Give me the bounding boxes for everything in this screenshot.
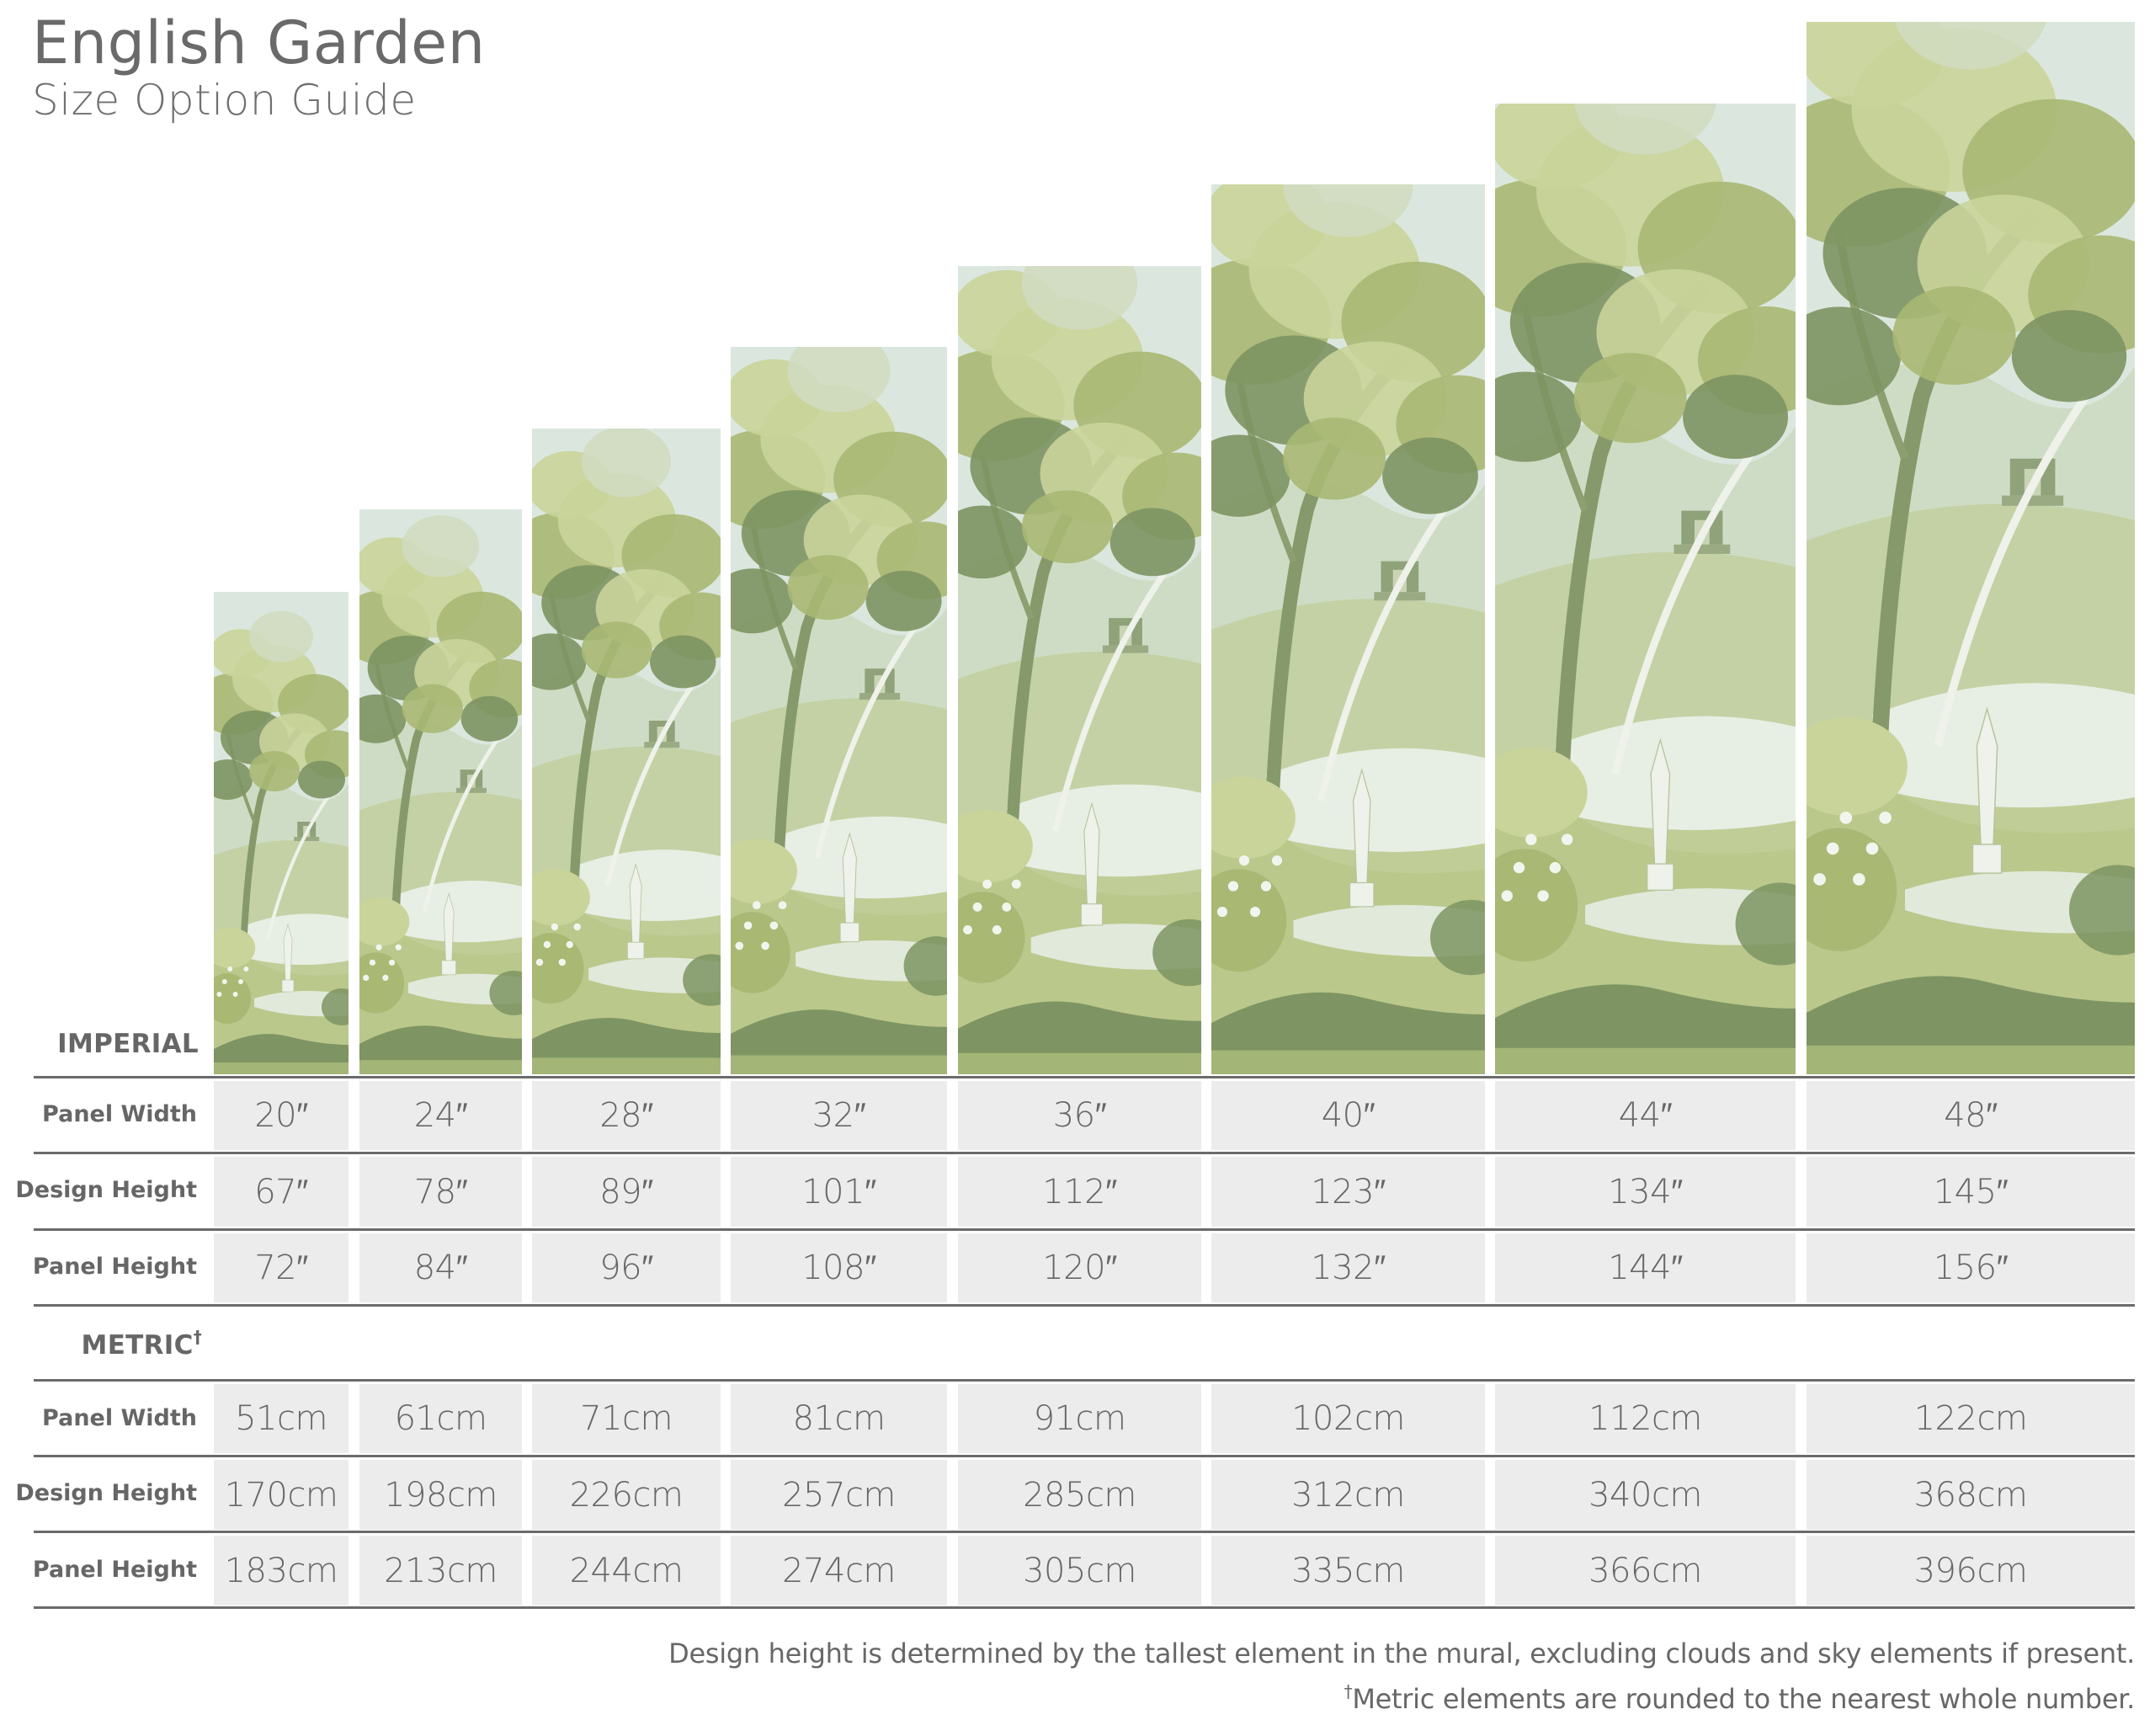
table-rule [34, 1606, 2135, 1609]
imperial-panel-height-cell: 132″ [1211, 1233, 1485, 1302]
imperial-panel-height-cell: 72″ [214, 1233, 349, 1302]
row-label-design-height: Design Height [15, 1480, 197, 1506]
page-subtitle: Size Option Guide [32, 76, 417, 125]
mural-panel-4 [731, 347, 947, 1074]
dagger-mark: † [193, 1327, 202, 1347]
imperial-panel-width-cell: 28″ [532, 1081, 721, 1150]
imperial-section-label: IMPERIAL [57, 1029, 199, 1059]
metric-panel-height-cell: 274cm [731, 1536, 947, 1606]
table-rule [34, 1304, 2135, 1307]
imperial-panel-width-cell: 48″ [1806, 1081, 2135, 1150]
imperial-panel-height-cell: 120″ [958, 1233, 1201, 1302]
table-rule [34, 1531, 2135, 1533]
metric-panel-height-cell: 305cm [958, 1536, 1201, 1606]
imperial-design-height-cell: 145″ [1806, 1157, 2135, 1227]
imperial-design-height-cell: 134″ [1495, 1157, 1796, 1227]
dagger-mark: † [1344, 1681, 1353, 1701]
metric-panel-width-cell: 61cm [359, 1384, 522, 1453]
garden-mural-illustration [1806, 22, 2135, 1074]
metric-panel-height-cell: 244cm [532, 1536, 721, 1606]
metric-panel-height-cell: 366cm [1495, 1536, 1796, 1606]
metric-panel-height-cell: 396cm [1806, 1536, 2135, 1606]
table-rule [34, 1379, 2135, 1382]
row-label-design-height: Design Height [15, 1177, 197, 1203]
imperial-design-height-cell: 123″ [1211, 1157, 1485, 1227]
row-label-panel-height: Panel Height [32, 1557, 197, 1583]
imperial-design-height-cell: 89″ [532, 1157, 721, 1227]
page-title: English Garden [32, 8, 486, 77]
garden-mural-illustration [359, 515, 522, 1074]
footnote-design-height: Design height is determined by the talle… [668, 1637, 2135, 1669]
garden-mural-illustration [532, 429, 721, 1074]
imperial-label-text: IMPERIAL [57, 1029, 199, 1059]
mural-panel-1 [214, 592, 349, 1074]
metric-panel-width-cell: 91cm [958, 1384, 1201, 1453]
garden-mural-illustration [1211, 184, 1485, 1074]
imperial-design-height-cell: 78″ [359, 1157, 522, 1227]
garden-mural-illustration [958, 266, 1201, 1074]
imperial-panel-height-cell: 144″ [1495, 1233, 1796, 1302]
metric-panel-width-cell: 122cm [1806, 1384, 2135, 1453]
row-label-panel-width: Panel Width [42, 1405, 197, 1431]
garden-mural-illustration [1495, 104, 1796, 1074]
metric-design-height-cell: 226cm [532, 1460, 721, 1530]
mural-panel-6 [1211, 184, 1485, 1074]
footnote-metric: †Metric elements are rounded to the near… [1344, 1681, 2136, 1715]
imperial-design-height-cell: 112″ [958, 1157, 1201, 1227]
metric-design-height-cell: 312cm [1211, 1460, 1485, 1530]
metric-design-height-cell: 340cm [1495, 1460, 1796, 1530]
imperial-panel-height-cell: 156″ [1806, 1233, 2135, 1302]
metric-label-text: METRIC [81, 1330, 194, 1361]
table-rule [34, 1076, 2135, 1078]
metric-panel-width-cell: 102cm [1211, 1384, 1485, 1453]
metric-panel-height-cell: 213cm [359, 1536, 522, 1606]
imperial-panel-width-cell: 20″ [214, 1081, 349, 1150]
imperial-panel-width-cell: 32″ [731, 1081, 947, 1150]
imperial-panel-width-cell: 36″ [958, 1081, 1201, 1150]
metric-panel-width-cell: 51cm [214, 1384, 349, 1453]
mural-panel-3 [532, 429, 721, 1074]
garden-mural-illustration [214, 610, 349, 1074]
imperial-panel-width-cell: 40″ [1211, 1081, 1485, 1150]
metric-design-height-cell: 198cm [359, 1460, 522, 1530]
imperial-design-height-cell: 67″ [214, 1157, 349, 1227]
metric-design-height-cell: 285cm [958, 1460, 1201, 1530]
table-rule [34, 1455, 2135, 1457]
metric-design-height-cell: 170cm [214, 1460, 349, 1530]
imperial-design-height-cell: 101″ [731, 1157, 947, 1227]
mural-panel-2 [359, 509, 522, 1074]
metric-section-label: METRIC† [81, 1327, 202, 1361]
garden-mural-illustration [731, 347, 947, 1074]
imperial-panel-width-cell: 44″ [1495, 1081, 1796, 1150]
imperial-panel-height-cell: 96″ [532, 1233, 721, 1302]
metric-panel-width-cell: 71cm [532, 1384, 721, 1453]
mural-panel-8 [1806, 22, 2135, 1074]
metric-design-height-cell: 368cm [1806, 1460, 2135, 1530]
mural-panel-5 [958, 266, 1201, 1074]
table-rule [34, 1152, 2135, 1154]
metric-panel-height-cell: 335cm [1211, 1536, 1485, 1606]
imperial-panel-width-cell: 24″ [359, 1081, 522, 1150]
metric-design-height-cell: 257cm [731, 1460, 947, 1530]
row-label-panel-height: Panel Height [32, 1254, 197, 1280]
metric-panel-width-cell: 112cm [1495, 1384, 1796, 1453]
imperial-panel-height-cell: 84″ [359, 1233, 522, 1302]
row-label-panel-width: Panel Width [42, 1101, 197, 1127]
imperial-panel-height-cell: 108″ [731, 1233, 947, 1302]
mural-panel-7 [1495, 104, 1796, 1074]
table-rule [34, 1228, 2135, 1231]
metric-panel-height-cell: 183cm [214, 1536, 349, 1606]
footnote-metric-text: Metric elements are rounded to the neare… [1352, 1683, 2135, 1715]
metric-panel-width-cell: 81cm [731, 1384, 947, 1453]
